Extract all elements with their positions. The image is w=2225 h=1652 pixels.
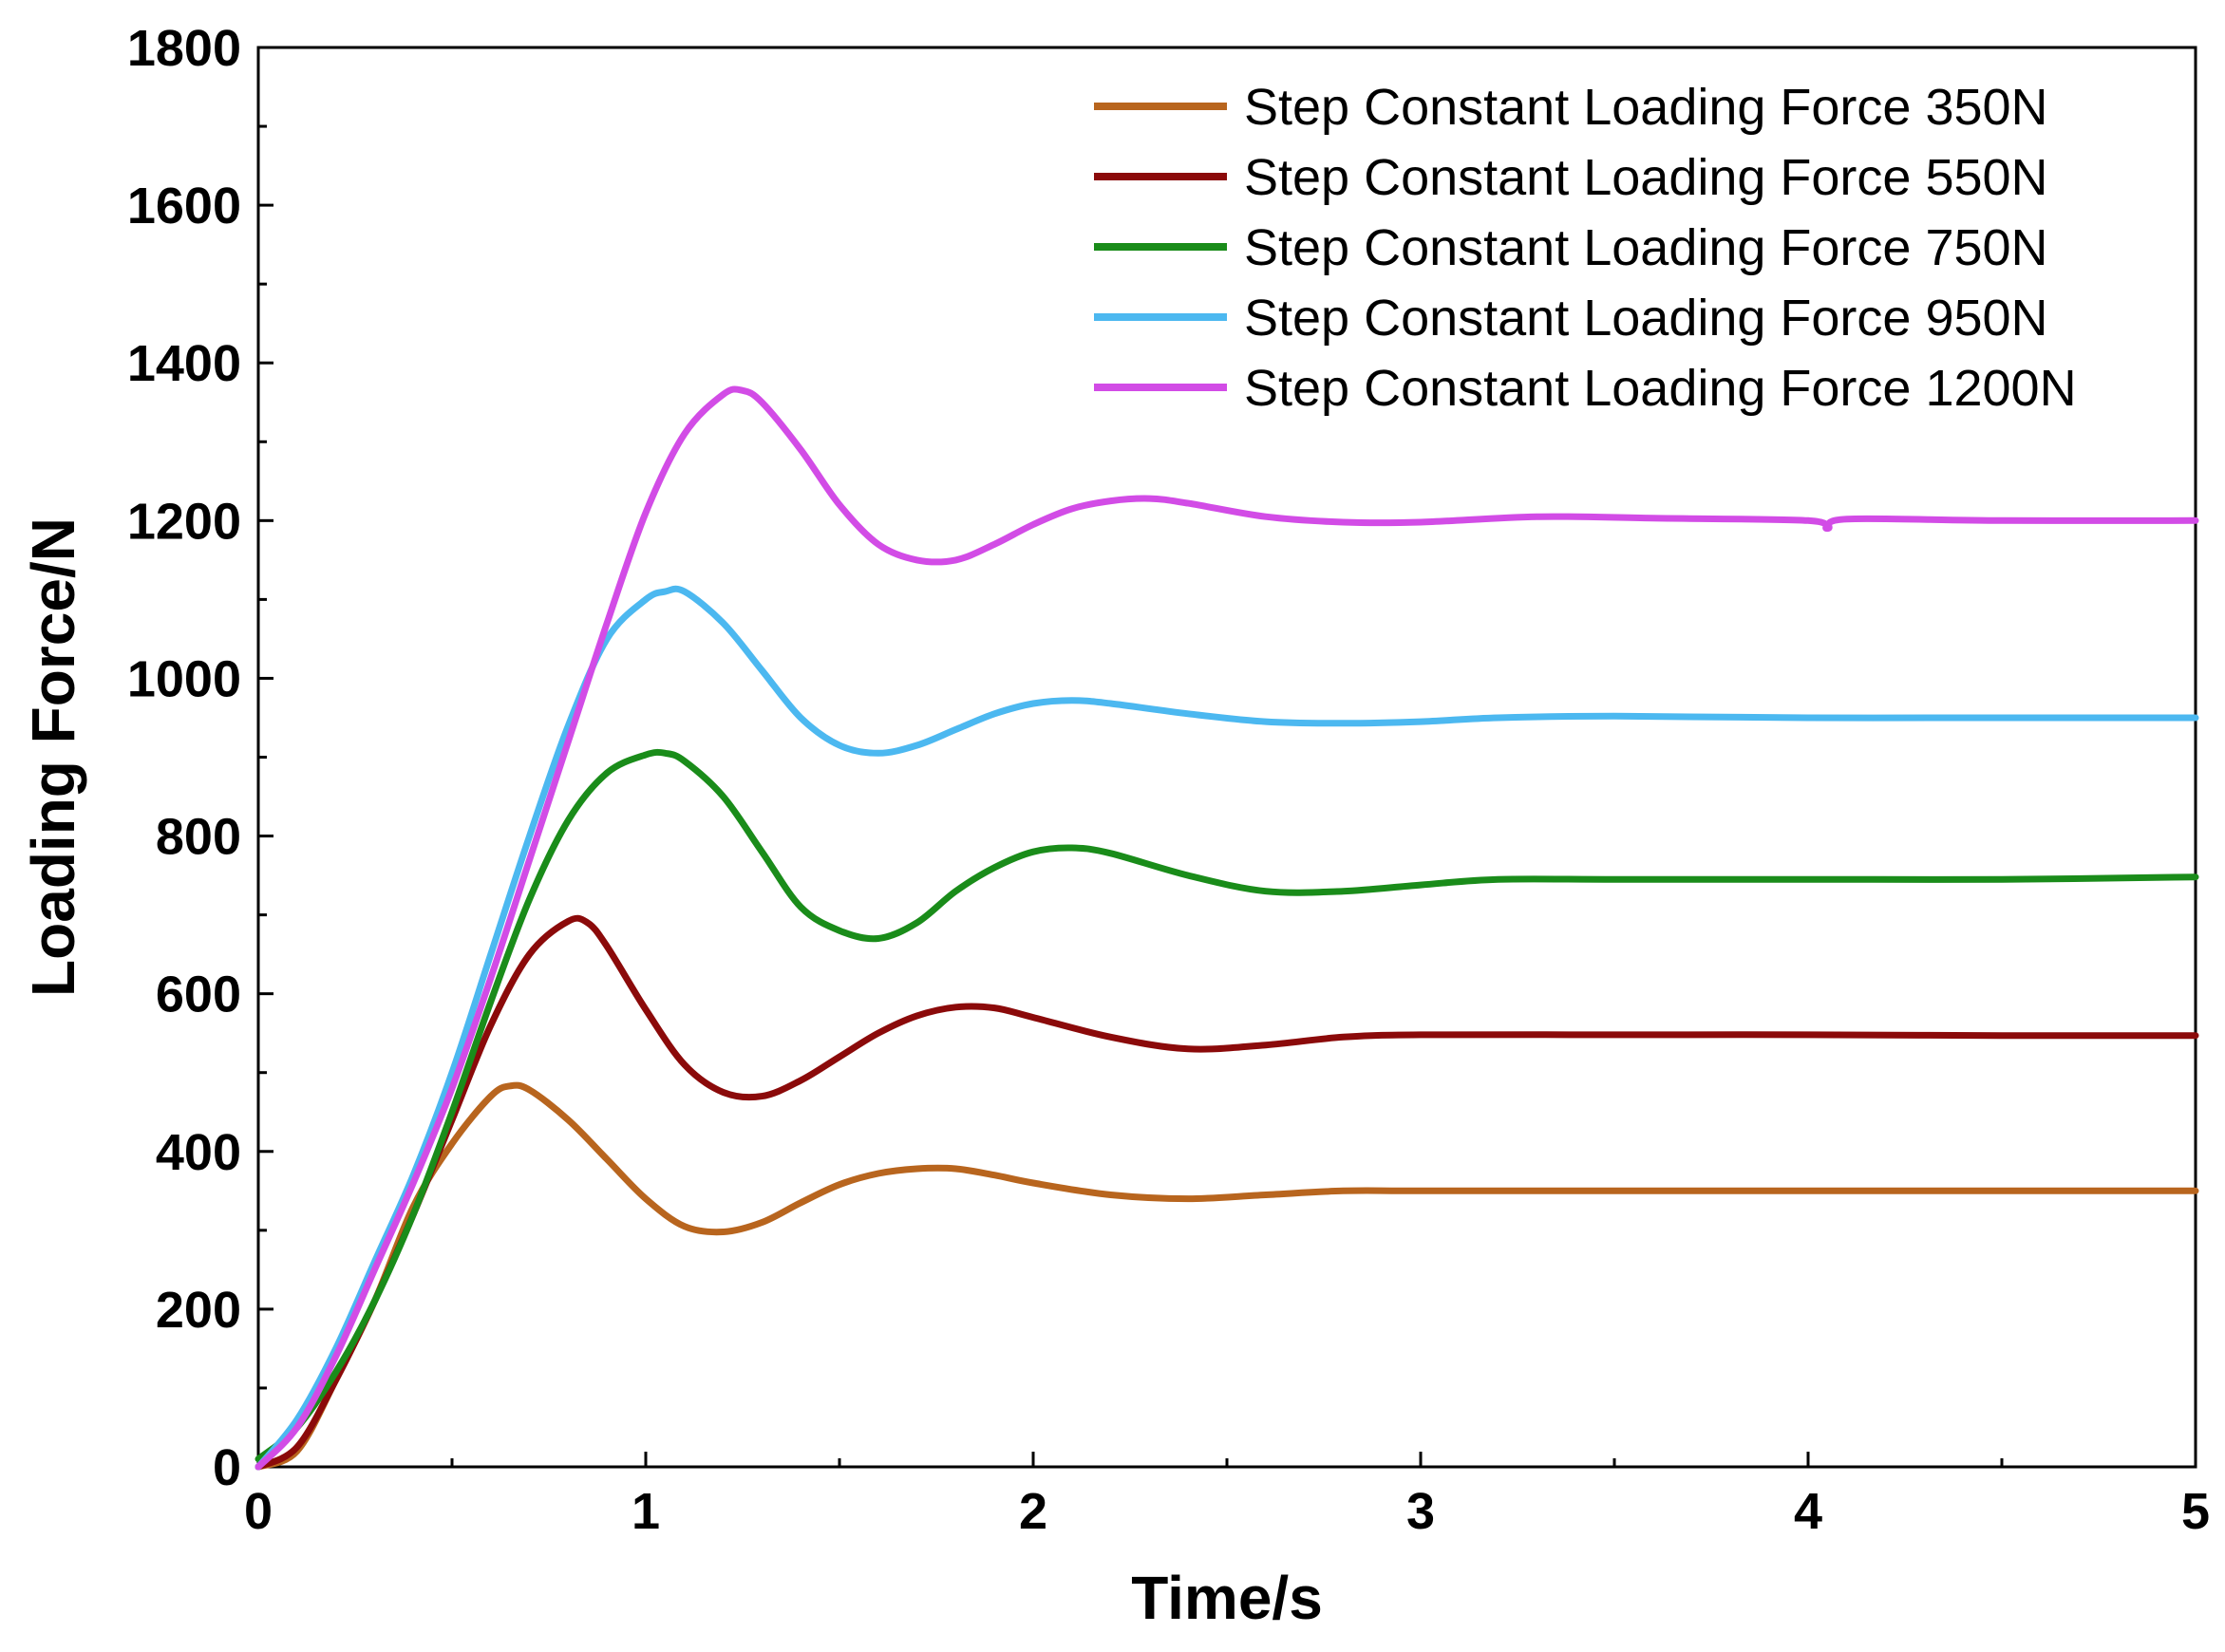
x-tick-label: 4 [1794, 1483, 1822, 1540]
y-axis: 0 200 400 600 800 1000 1200 1400 1600 1800 [127, 20, 273, 1496]
y-tick-label: 1200 [127, 493, 241, 550]
series-layer [255, 385, 2199, 1471]
series-line-1 [255, 1081, 2199, 1471]
x-tick-label: 0 [244, 1483, 273, 1540]
legend-label: Step Constant Loading Force 950N [1244, 290, 2048, 347]
y-tick-label: 1000 [127, 650, 241, 707]
y-tick-label: 800 [156, 809, 241, 866]
y-tick-label: 400 [156, 1124, 241, 1181]
x-tick-label: 2 [1019, 1483, 1047, 1540]
x-tick-label: 5 [2181, 1483, 2210, 1540]
y-tick-label: 200 [156, 1282, 241, 1339]
legend-label: Step Constant Loading Force 350N [1244, 79, 2048, 136]
legend-label: Step Constant Loading Force 550N [1244, 149, 2048, 206]
series-line-4 [255, 585, 2199, 1471]
y-tick-label: 1800 [127, 20, 241, 77]
y-tick-label: 1600 [127, 178, 241, 235]
series-line-5 [255, 385, 2199, 1471]
legend-label: Step Constant Loading Force 1200N [1244, 360, 2077, 417]
y-axis-title: Loading Force/N [19, 517, 87, 997]
y-tick-label: 0 [213, 1439, 241, 1496]
x-tick-label: 1 [632, 1483, 660, 1540]
x-axis-title: Time/s [1131, 1564, 1323, 1632]
y-tick-label: 1400 [127, 335, 241, 392]
x-tick-label: 3 [1406, 1483, 1435, 1540]
x-axis: 0 1 2 3 4 5 [244, 1452, 2210, 1540]
legend: Step Constant Loading Force 350N Step Con… [1094, 79, 2077, 417]
legend-label: Step Constant Loading Force 750N [1244, 219, 2048, 276]
y-tick-label: 600 [156, 967, 241, 1023]
series-line-3 [255, 748, 2199, 1463]
